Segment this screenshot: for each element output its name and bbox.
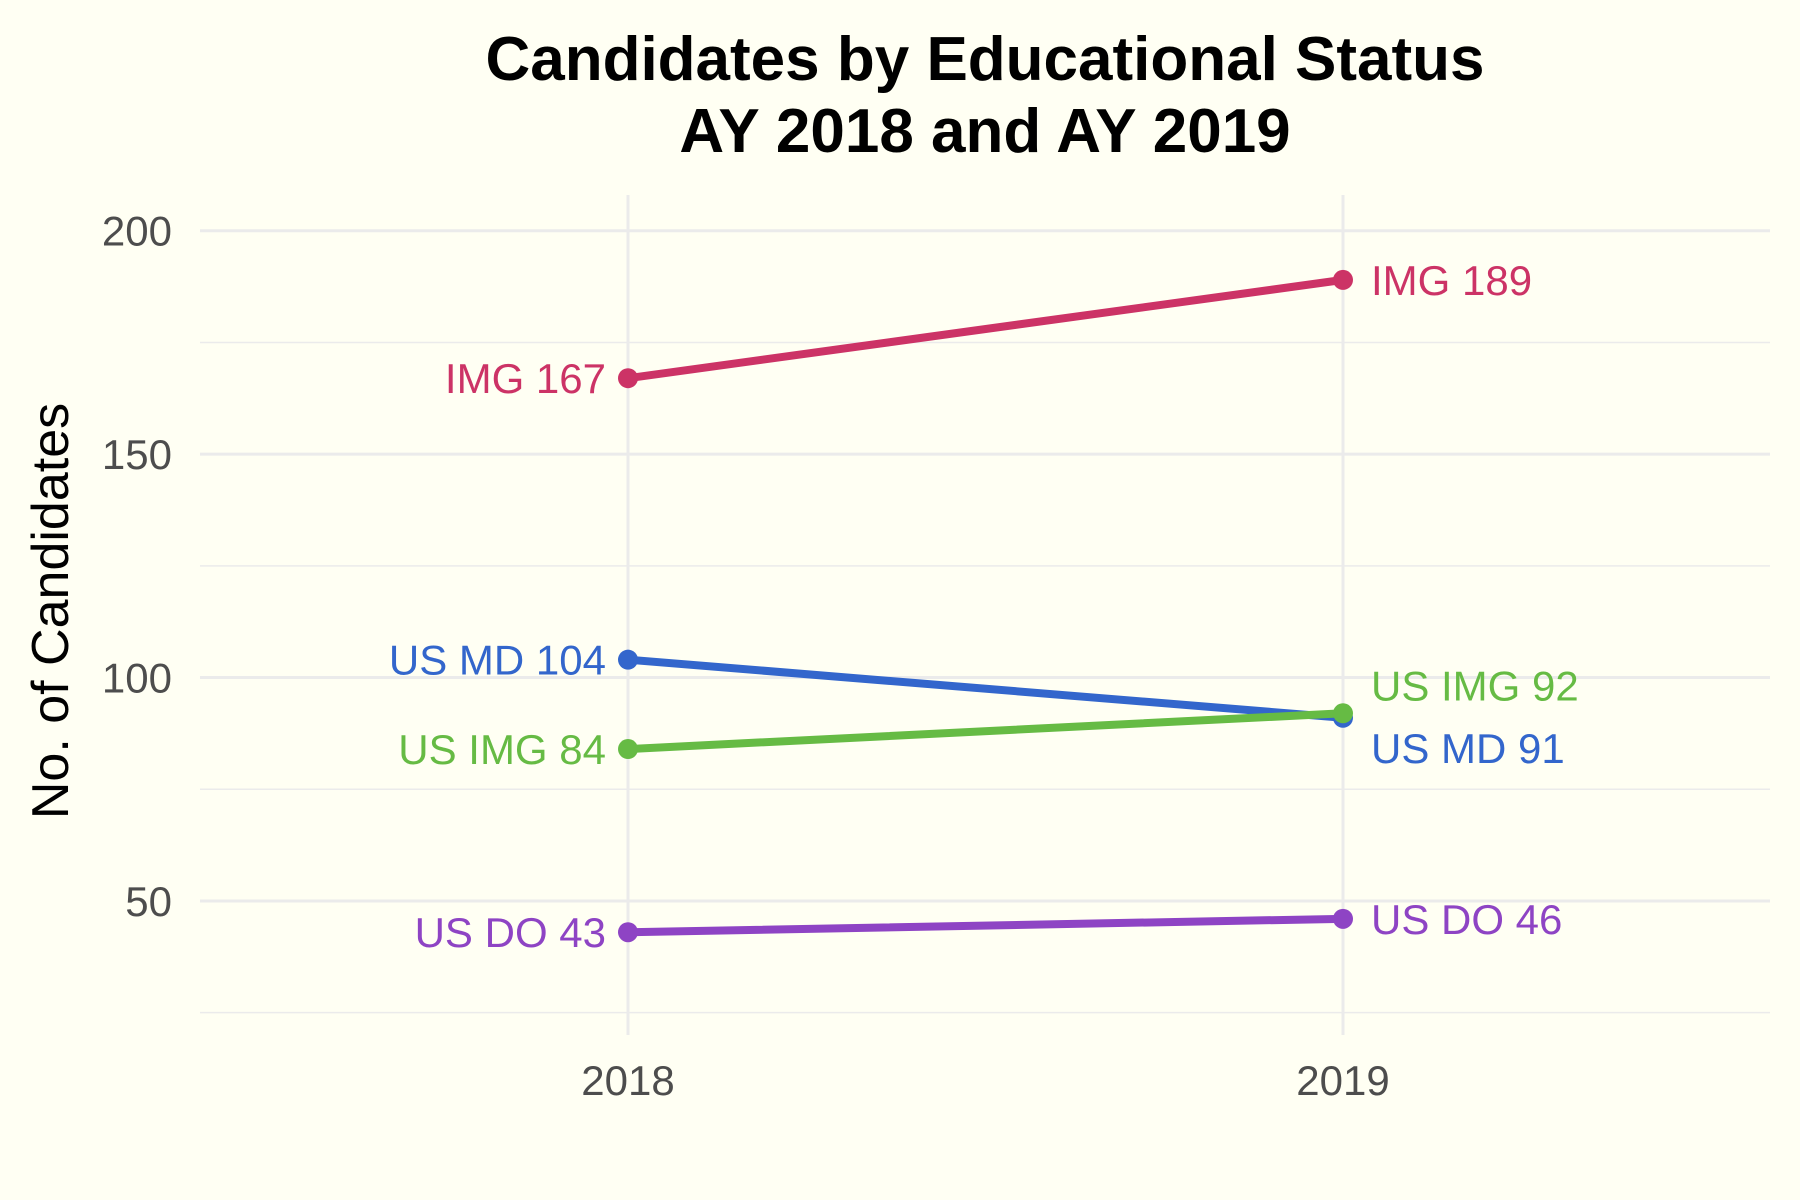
series-line-us-do <box>624 914 1347 937</box>
data-labels: IMG 167 IMG 189 US MD 104 US MD 91 US IMG 84… <box>389 257 1579 956</box>
data-label-us-md: US MD 91 <box>1371 725 1565 772</box>
data-label-img: IMG 189 <box>1371 257 1532 304</box>
data-label-us-do: US DO 43 <box>415 909 606 956</box>
y-tick-label: 200 <box>102 208 172 255</box>
series-line-img <box>624 275 1347 383</box>
x-tick-label: 2018 <box>581 1057 674 1104</box>
data-point-us-do <box>1333 908 1353 929</box>
data-label-us-img: US IMG 84 <box>398 726 606 773</box>
data-point-us-do <box>618 922 638 943</box>
data-label-us-do: US DO 46 <box>1371 896 1562 943</box>
chart-title-line1: Candidates by Educational Status <box>485 25 1484 94</box>
data-point-img <box>1333 269 1353 290</box>
data-label-us-md: US MD 104 <box>389 637 606 684</box>
series <box>618 269 1353 943</box>
y-axis-label: No. of Candidates <box>22 403 80 819</box>
data-label-img: IMG 167 <box>445 355 606 402</box>
chart-title-line2: AY 2018 and AY 2019 <box>679 97 1290 166</box>
series-line-us-md <box>624 655 1347 722</box>
data-point-img <box>618 368 638 389</box>
x-tick-label: 2019 <box>1296 1057 1389 1104</box>
data-point-us-md <box>618 649 638 670</box>
data-label-us-img: US IMG 92 <box>1371 662 1579 709</box>
axis-ticks: 50 100 150 200 2018 2019 <box>102 208 1390 1104</box>
grid <box>200 195 1770 1035</box>
y-tick-label: 100 <box>102 655 172 702</box>
y-tick-label: 150 <box>102 431 172 478</box>
data-point-us-img <box>1333 703 1353 724</box>
y-tick-label: 50 <box>125 878 172 925</box>
data-point-us-img <box>618 739 638 760</box>
series-line-us-img <box>624 709 1347 754</box>
